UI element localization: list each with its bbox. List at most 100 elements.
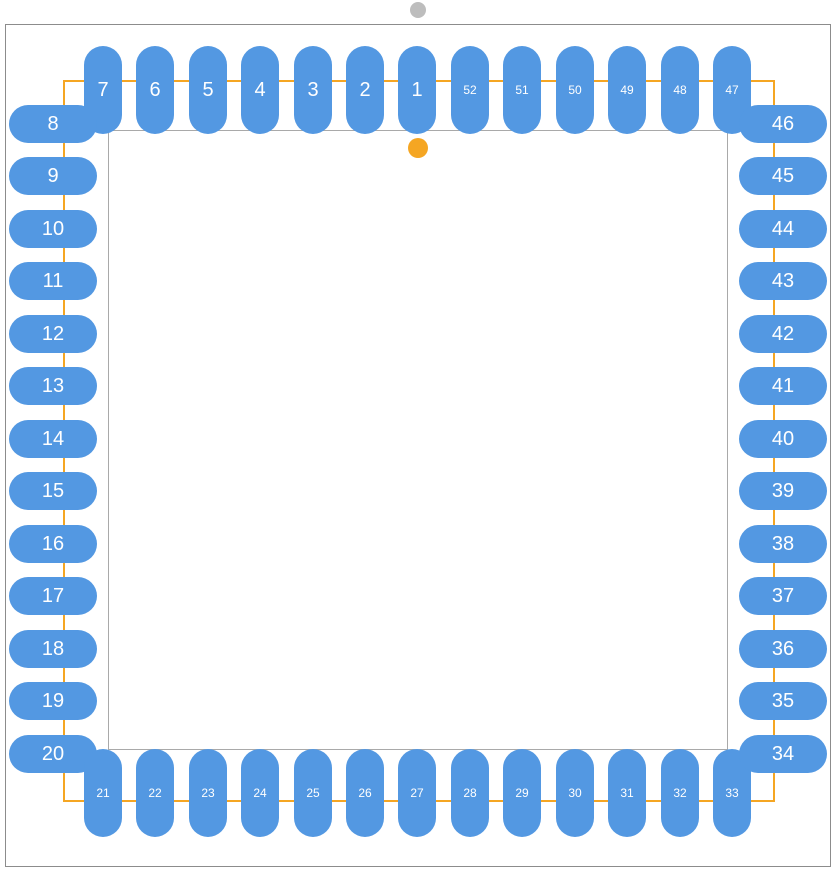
pad-label: 21	[96, 786, 109, 800]
pad-label: 9	[47, 165, 58, 188]
pad-label: 5	[202, 79, 213, 102]
pad-label: 18	[42, 638, 64, 661]
pad-label: 43	[772, 270, 794, 293]
pad-23: 23	[189, 749, 227, 837]
pad-label: 27	[410, 786, 423, 800]
pad-13: 13	[9, 367, 97, 405]
pad-label: 6	[149, 79, 160, 102]
pad-26: 26	[346, 749, 384, 837]
pad-44: 44	[739, 210, 827, 248]
pad-label: 49	[620, 83, 633, 97]
pad-12: 12	[9, 315, 97, 353]
pad-19: 19	[9, 682, 97, 720]
pad-label: 7	[97, 79, 108, 102]
pad-22: 22	[136, 749, 174, 837]
pad-label: 8	[47, 113, 58, 136]
pad-14: 14	[9, 420, 97, 458]
pad-30: 30	[556, 749, 594, 837]
pad-2: 2	[346, 46, 384, 134]
pad-50: 50	[556, 46, 594, 134]
pad-label: 51	[515, 83, 528, 97]
package-body	[108, 130, 728, 750]
pad-51: 51	[503, 46, 541, 134]
pad-label: 31	[620, 786, 633, 800]
pad-label: 30	[568, 786, 581, 800]
pad-27: 27	[398, 749, 436, 837]
pad-37: 37	[739, 577, 827, 615]
pad-label: 52	[463, 83, 476, 97]
pad-49: 49	[608, 46, 646, 134]
pad-label: 10	[42, 218, 64, 241]
pad-43: 43	[739, 262, 827, 300]
pad-label: 3	[307, 79, 318, 102]
pad-label: 45	[772, 165, 794, 188]
pad-36: 36	[739, 630, 827, 668]
pad-28: 28	[451, 749, 489, 837]
pad-52: 52	[451, 46, 489, 134]
pad-label: 50	[568, 83, 581, 97]
pad-29: 29	[503, 749, 541, 837]
pad-label: 14	[42, 428, 64, 451]
pad-18: 18	[9, 630, 97, 668]
pad-35: 35	[739, 682, 827, 720]
pad-label: 23	[201, 786, 214, 800]
pad-label: 29	[515, 786, 528, 800]
pad-label: 1	[411, 79, 422, 102]
pad-24: 24	[241, 749, 279, 837]
pad-label: 15	[42, 480, 64, 503]
pad-11: 11	[9, 262, 97, 300]
origin-marker	[410, 2, 426, 18]
pad-label: 34	[772, 743, 794, 766]
pad-label: 25	[306, 786, 319, 800]
pad-17: 17	[9, 577, 97, 615]
pad-8: 8	[9, 105, 97, 143]
pad-40: 40	[739, 420, 827, 458]
pad-label: 28	[463, 786, 476, 800]
pad-3: 3	[294, 46, 332, 134]
pad-label: 22	[148, 786, 161, 800]
pad-label: 42	[772, 323, 794, 346]
pad-38: 38	[739, 525, 827, 563]
pad-16: 16	[9, 525, 97, 563]
pad-label: 32	[673, 786, 686, 800]
pad-48: 48	[661, 46, 699, 134]
pad-label: 46	[772, 113, 794, 136]
pad-label: 2	[359, 79, 370, 102]
pad-41: 41	[739, 367, 827, 405]
pad-label: 4	[254, 79, 265, 102]
pin1-marker	[408, 138, 428, 158]
pad-label: 20	[42, 743, 64, 766]
pad-label: 33	[725, 786, 738, 800]
pad-5: 5	[189, 46, 227, 134]
pad-15: 15	[9, 472, 97, 510]
pad-21: 21	[84, 749, 122, 837]
pad-label: 40	[772, 428, 794, 451]
pad-label: 26	[358, 786, 371, 800]
pad-4: 4	[241, 46, 279, 134]
pad-label: 41	[772, 375, 794, 398]
pad-42: 42	[739, 315, 827, 353]
pad-39: 39	[739, 472, 827, 510]
pad-1: 1	[398, 46, 436, 134]
pad-32: 32	[661, 749, 699, 837]
pad-label: 38	[772, 533, 794, 556]
pad-label: 19	[42, 690, 64, 713]
pad-label: 13	[42, 375, 64, 398]
pad-label: 39	[772, 480, 794, 503]
pad-label: 44	[772, 218, 794, 241]
pad-34: 34	[739, 735, 827, 773]
pad-label: 36	[772, 638, 794, 661]
pad-6: 6	[136, 46, 174, 134]
pad-label: 17	[42, 585, 64, 608]
pad-label: 12	[42, 323, 64, 346]
pad-10: 10	[9, 210, 97, 248]
pad-46: 46	[739, 105, 827, 143]
pad-label: 24	[253, 786, 266, 800]
pad-31: 31	[608, 749, 646, 837]
footprint-canvas: 7654321525150494847 89101112131415161718…	[0, 0, 836, 872]
pad-label: 47	[725, 83, 738, 97]
pad-label: 11	[43, 270, 64, 293]
pad-label: 35	[772, 690, 794, 713]
pad-45: 45	[739, 157, 827, 195]
pad-9: 9	[9, 157, 97, 195]
